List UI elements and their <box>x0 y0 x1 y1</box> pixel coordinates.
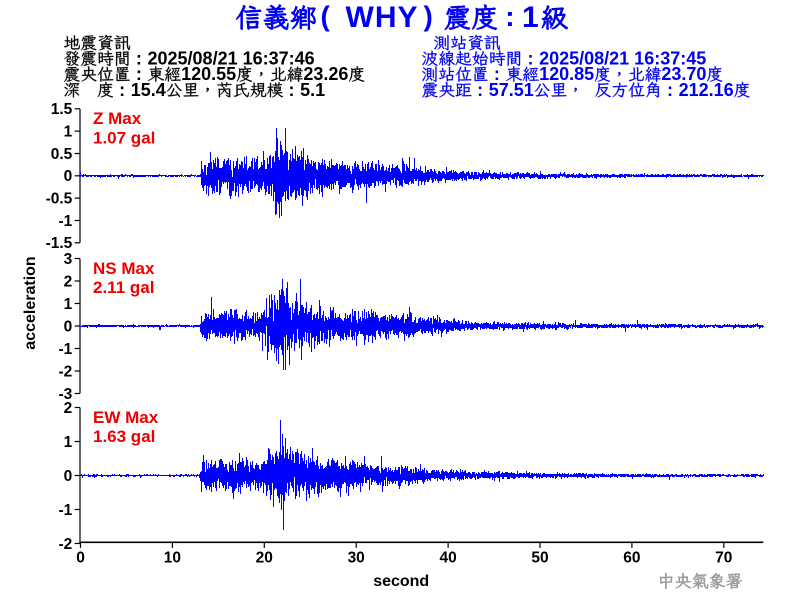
svg-text:-1: -1 <box>59 213 73 230</box>
svg-text:0: 0 <box>64 468 73 485</box>
svg-text:-2: -2 <box>59 363 73 380</box>
svg-text:0: 0 <box>76 549 85 566</box>
svg-text:(: ( <box>321 1 331 32</box>
svg-text:NS Max: NS Max <box>93 259 155 278</box>
svg-text::: : <box>119 80 125 100</box>
svg-text:2: 2 <box>64 273 73 290</box>
svg-text:-1: -1 <box>59 502 73 519</box>
svg-text:acceleration: acceleration <box>22 256 39 349</box>
svg-text:50: 50 <box>531 549 548 566</box>
svg-text::: : <box>289 80 295 100</box>
svg-text:1: 1 <box>64 124 73 141</box>
svg-text:20: 20 <box>256 549 273 566</box>
svg-text:1: 1 <box>64 434 73 451</box>
svg-text:Z Max: Z Max <box>93 109 142 128</box>
svg-text::: : <box>667 80 673 100</box>
svg-text:): ) <box>424 1 433 32</box>
svg-text:WHY: WHY <box>346 1 419 34</box>
svg-text:0: 0 <box>64 318 73 335</box>
svg-text:EW Max: EW Max <box>93 408 159 427</box>
svg-text:-0.5: -0.5 <box>46 191 73 208</box>
svg-text:120.55: 120.55 <box>181 64 236 84</box>
svg-text:-3: -3 <box>59 386 73 403</box>
svg-text:23.26: 23.26 <box>303 64 348 84</box>
svg-text:3: 3 <box>64 251 73 268</box>
svg-text:0: 0 <box>64 168 73 185</box>
svg-text:1.63 gal: 1.63 gal <box>93 427 155 446</box>
svg-text:-1.5: -1.5 <box>46 235 73 252</box>
svg-text:30: 30 <box>348 549 365 566</box>
svg-text:120.85: 120.85 <box>539 64 594 84</box>
svg-text:2025/08/21 16:37:45: 2025/08/21 16:37:45 <box>539 48 706 68</box>
svg-text:0.5: 0.5 <box>51 146 73 163</box>
svg-text::: : <box>505 1 514 32</box>
svg-text:2025/08/21 16:37:46: 2025/08/21 16:37:46 <box>148 48 315 68</box>
svg-text::: : <box>528 48 534 68</box>
svg-text::: : <box>136 48 142 68</box>
svg-text:1: 1 <box>64 296 73 313</box>
svg-text:second: second <box>373 573 429 590</box>
svg-text:1: 1 <box>522 1 539 34</box>
svg-text:1.07 gal: 1.07 gal <box>93 129 155 148</box>
svg-text:15.4: 15.4 <box>131 80 166 100</box>
svg-text:1.5: 1.5 <box>51 101 73 118</box>
svg-text:57.51: 57.51 <box>489 80 534 100</box>
svg-text:70: 70 <box>715 549 732 566</box>
svg-text:10: 10 <box>164 549 181 566</box>
svg-text:-2: -2 <box>59 536 73 553</box>
svg-text:23.70: 23.70 <box>661 64 706 84</box>
svg-text:40: 40 <box>439 549 456 566</box>
svg-text::: : <box>136 64 142 84</box>
svg-text:2: 2 <box>64 400 73 417</box>
svg-text:-1: -1 <box>59 341 73 358</box>
svg-text:2.11 gal: 2.11 gal <box>93 278 154 297</box>
svg-text:60: 60 <box>623 549 640 566</box>
svg-text:212.16: 212.16 <box>679 80 734 100</box>
svg-text::: : <box>494 64 500 84</box>
svg-text:5.1: 5.1 <box>300 80 325 100</box>
svg-text::: : <box>477 80 483 100</box>
